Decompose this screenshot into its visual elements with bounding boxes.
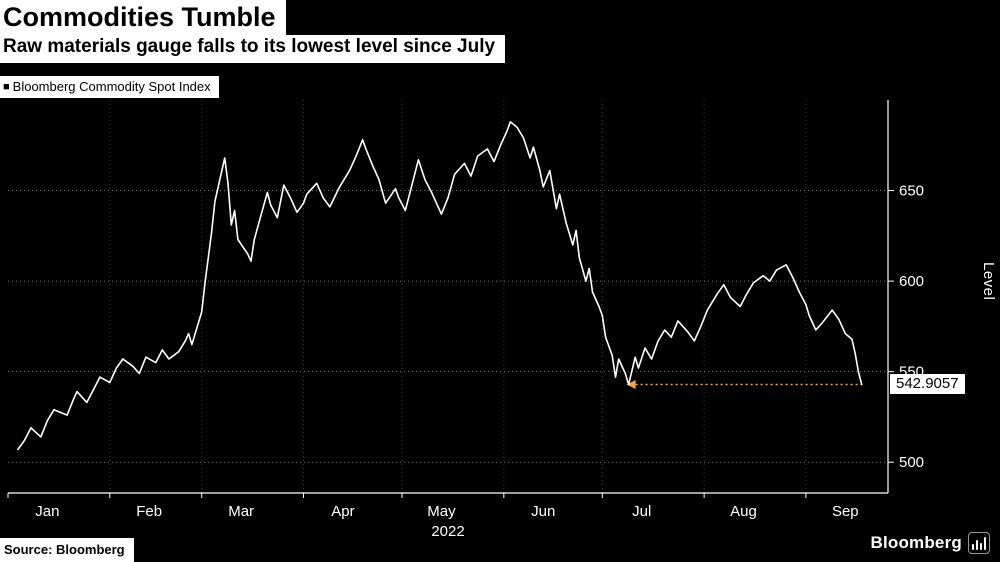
x-month-label: Feb bbox=[136, 503, 162, 520]
x-month-label: Jun bbox=[531, 503, 555, 520]
x-month-label: May bbox=[427, 503, 456, 520]
y-axis-title: Level bbox=[980, 262, 997, 301]
last-value-label: 542.9057 bbox=[890, 373, 965, 394]
legend-label: Bloomberg Commodity Spot Index bbox=[12, 78, 211, 94]
y-tick-label: 600 bbox=[899, 273, 924, 290]
x-month-label: Mar bbox=[228, 503, 254, 520]
x-year-label: 2022 bbox=[431, 523, 464, 540]
x-month-label: Apr bbox=[331, 503, 354, 520]
legend: ■ Bloomberg Commodity Spot Index bbox=[0, 75, 219, 98]
chart-header: Commodities Tumble Raw materials gauge f… bbox=[0, 0, 506, 98]
x-month-label: Sep bbox=[832, 503, 859, 520]
chart-subtitle: Raw materials gauge falls to its lowest … bbox=[0, 34, 506, 63]
bloomberg-logo-icon bbox=[968, 532, 990, 554]
bloomberg-wordmark: Bloomberg bbox=[870, 533, 962, 552]
y-tick-label: 650 bbox=[899, 183, 924, 200]
x-month-label: Aug bbox=[730, 503, 757, 520]
x-month-label: Jan bbox=[35, 503, 59, 520]
bloomberg-brand: Bloomberg bbox=[870, 532, 990, 554]
x-month-label: Jul bbox=[632, 503, 651, 520]
source-label: Source: Bloomberg bbox=[0, 538, 134, 562]
legend-swatch-icon: ■ bbox=[3, 80, 10, 93]
reference-arrow-icon bbox=[626, 380, 636, 390]
series-line bbox=[17, 120, 863, 451]
chart-title: Commodities Tumble bbox=[0, 0, 286, 35]
y-tick-label: 500 bbox=[899, 454, 924, 471]
